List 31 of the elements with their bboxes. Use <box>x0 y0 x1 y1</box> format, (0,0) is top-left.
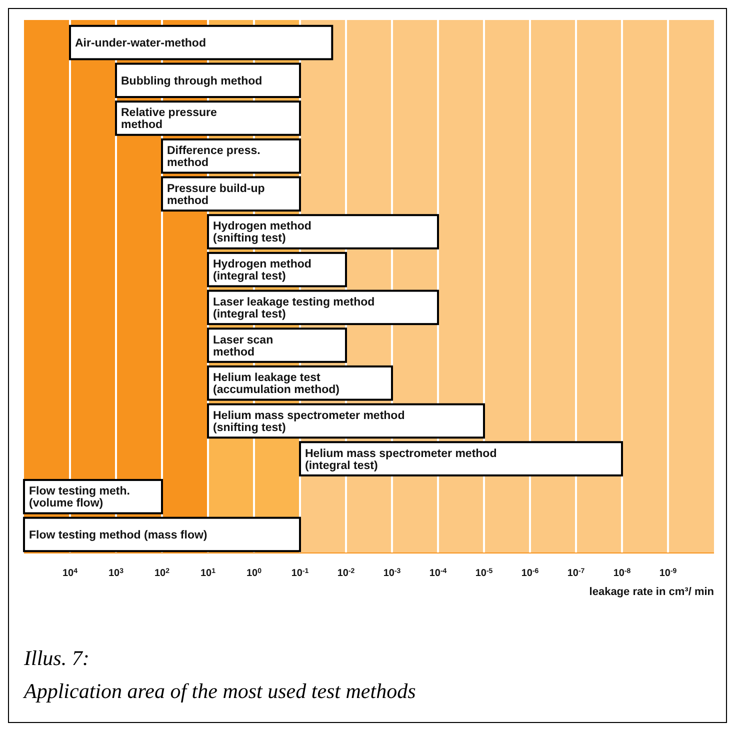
x-tick-label: 10$^{-3}$ <box>383 568 401 579</box>
y-tick-label: Helium mass spectrometer method (integral test) <box>305 448 497 472</box>
y-tick-label: Air-under-water-method <box>75 38 206 50</box>
text: Illus. 7: <box>23 646 90 670</box>
y-tick-label: Laser scan method <box>213 334 274 358</box>
x-tick-label: 10$^{-8}$ <box>613 568 631 579</box>
y-tick-label: Helium mass spectrometer method (snifting test) <box>213 410 405 434</box>
y-tick-label: Relative pressure method <box>121 107 217 132</box>
y-tick-label: Flow testing method (mass flow) <box>29 529 208 542</box>
y-tick-label: Hydrogen method (snifting test) <box>213 220 312 245</box>
y-tick-label: Helium leakage test (accumulation method) <box>213 372 340 396</box>
x-axis-title: leakage rate in cm³/ min <box>589 586 714 598</box>
x-tick-label: 10$^{-4}$ <box>429 568 447 579</box>
x-tick-label: 10$^{-2}$ <box>337 568 355 579</box>
x-tick-label: 10$^{4}$ <box>62 568 78 579</box>
x-tick-label: 10$^{1}$ <box>200 568 216 579</box>
y-tick-label: Hydrogen method (integral test) <box>213 258 312 283</box>
y-tick-label: Laser leakage testing method (integral test) <box>213 296 375 320</box>
y-tick-label: Difference press. method <box>167 145 260 170</box>
x-tick-label: 10$^{-7}$ <box>567 568 585 579</box>
x-tick-label: 10$^{0}$ <box>246 568 262 579</box>
y-tick-label: Bubbling through method <box>121 75 262 88</box>
x-tick-label: 10$^{-9}$ <box>659 568 677 579</box>
text: Application area of the most used test methods <box>22 679 416 703</box>
x-tick-label: 10$^{-5}$ <box>475 568 493 579</box>
x-tick-label: 10$^{2}$ <box>154 568 170 579</box>
x-tick-label: 10$^{3}$ <box>108 568 124 579</box>
x-tick-label: 10$^{-1}$ <box>291 568 309 579</box>
y-tick-label: Flow testing meth. (volume flow) <box>29 486 130 510</box>
y-tick-label: Pressure build-up method <box>167 182 265 207</box>
x-tick-label: 10$^{-6}$ <box>521 568 539 579</box>
